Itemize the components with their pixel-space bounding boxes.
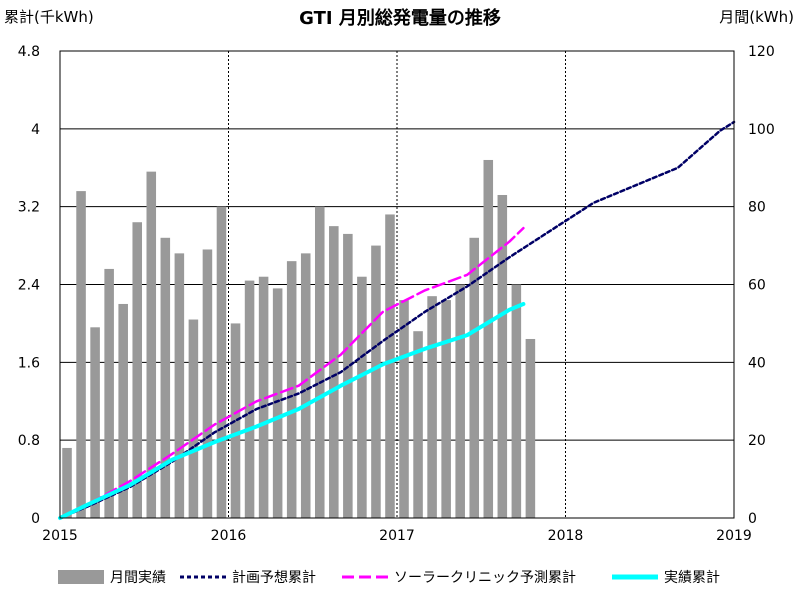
x-tick-label: 2016: [211, 528, 247, 544]
y-right-label: 月間(kWh): [719, 8, 794, 26]
bar: [216, 206, 227, 518]
legend-item-bars: 月間実績: [58, 565, 166, 589]
bar: [497, 194, 508, 518]
plot-frame: [59, 50, 735, 519]
y-right-tick-label: 0: [748, 511, 757, 527]
bar: [132, 222, 143, 518]
bar: [343, 233, 353, 519]
y-left-tick-label: 2.4: [18, 278, 40, 294]
bar: [511, 284, 522, 518]
bar-series: [62, 159, 536, 519]
bar: [62, 447, 72, 518]
y-left-tick-label: 3.2: [18, 200, 40, 216]
y-right-tick-label: 80: [748, 200, 766, 216]
legend-swatch-forecast: [342, 575, 388, 579]
bar: [174, 253, 185, 518]
bar: [483, 159, 494, 518]
y-left-tick-label: 4.8: [18, 44, 40, 60]
grid: [60, 51, 734, 518]
bar: [244, 280, 255, 518]
y-left-tick-label: 4: [31, 122, 40, 138]
bar: [258, 276, 269, 518]
x-tick-label: 2017: [379, 528, 415, 544]
bar: [104, 268, 114, 518]
bar: [188, 319, 199, 518]
y-left-label: 累計(千kWh): [4, 8, 94, 26]
bar: [202, 249, 213, 518]
bar: [160, 237, 171, 519]
bar: [371, 245, 381, 519]
bar: [455, 284, 465, 518]
bar: [427, 296, 437, 518]
bar: [329, 226, 339, 518]
x-tick-label: 2019: [716, 528, 752, 544]
series-line: [58, 120, 736, 520]
bar: [272, 288, 283, 518]
series-line: [58, 226, 525, 520]
x-tick-label: 2015: [42, 528, 78, 544]
legend-swatch-plan: [180, 575, 226, 579]
legend-item-actual: 実績累計: [612, 565, 720, 589]
bar: [300, 253, 311, 518]
legend-item-plan: 計画予想累計: [180, 565, 316, 589]
legend-label-plan: 計画予想累計: [232, 570, 316, 586]
x-tick-label: 2018: [548, 528, 584, 544]
series-line: [58, 302, 526, 520]
bar: [413, 331, 423, 518]
bar: [385, 214, 395, 518]
bar: [76, 191, 86, 518]
y-right-tick-label: 40: [748, 355, 766, 371]
bar: [399, 300, 409, 518]
bar: [118, 303, 128, 518]
y-right-tick-label: 60: [748, 278, 766, 294]
legend-label-forecast: ソーラークリニック予測累計: [394, 570, 576, 586]
bar: [525, 338, 536, 518]
bar: [146, 171, 157, 518]
y-right-tick-label: 120: [748, 44, 775, 60]
legend-label-bars: 月間実績: [110, 570, 166, 586]
y-left-tick-label: 0: [31, 511, 40, 527]
bar: [469, 237, 480, 519]
y-right-tick-label: 20: [748, 433, 766, 449]
bar: [90, 327, 100, 518]
y-left-tick-label: 0.8: [18, 433, 40, 449]
axis-ticks: 0 0 0.8 20 1.6 40 2.4 60 3.2 80 4 100 4.8 120 2015 2016…: [18, 44, 775, 544]
chart-title: GTI 月別総発電量の推移: [299, 8, 501, 29]
bar: [441, 300, 451, 518]
legend-swatch-bars: [58, 570, 104, 584]
line-series: [58, 120, 736, 520]
bar: [230, 323, 241, 518]
legend-swatch-actual: [612, 574, 658, 580]
legend-item-forecast: ソーラークリニック予測累計: [342, 565, 576, 589]
bar: [357, 276, 367, 518]
y-left-tick-label: 1.6: [18, 355, 40, 371]
legend: 月間実績 計画予想累計 ソーラークリニック予測累計 実績累計: [0, 565, 800, 589]
legend-label-actual: 実績累計: [664, 570, 720, 586]
y-right-tick-label: 100: [748, 122, 775, 138]
bar: [314, 206, 325, 518]
